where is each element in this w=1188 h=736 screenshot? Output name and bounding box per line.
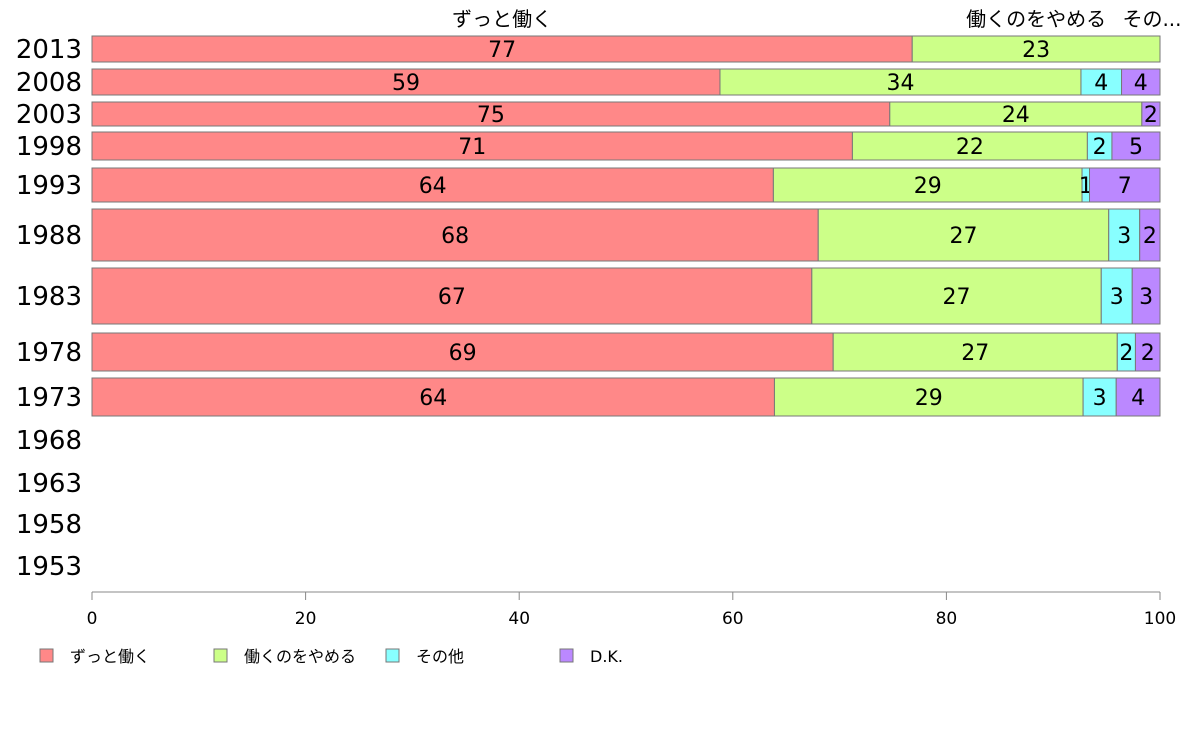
- bar-segment-1973-1: [91, 377, 775, 417]
- top-category-labels: ずっと働く 働くのをやめる その...: [452, 7, 1181, 31]
- data-label-2003-4: 2: [1144, 103, 1158, 128]
- data-label-1988-4: 2: [1143, 224, 1157, 249]
- top-label-2: 働くのをやめる: [966, 7, 1106, 31]
- legend-swatch-2: [213, 648, 228, 663]
- bar-segment-2003-4: [1141, 101, 1161, 127]
- bar-segment-2008-4: [1121, 68, 1161, 96]
- data-label-1988-1: 68: [441, 224, 469, 249]
- bar-segment-1983-3: [1100, 267, 1133, 325]
- bar-segment-1988-1: [91, 208, 819, 262]
- legend-label-1: ずっと働く: [70, 647, 150, 666]
- x-tick-label-60: 60: [722, 609, 744, 629]
- bar-segment-1978-4: [1134, 332, 1161, 372]
- data-label-2008-1: 59: [392, 71, 420, 96]
- year-label-1973: 1973: [16, 383, 82, 413]
- data-label-1993-1: 64: [419, 174, 447, 199]
- year-label-1958: 1958: [16, 510, 82, 540]
- data-label-2008-4: 4: [1134, 71, 1148, 96]
- data-label-1988-3: 3: [1117, 224, 1131, 249]
- data-label-1993-4: 7: [1118, 174, 1132, 199]
- data-label-2008-2: 34: [886, 71, 914, 96]
- legend-label-3: その他: [416, 647, 464, 666]
- bar-segment-1983-1: [91, 267, 813, 325]
- data-label-1978-1: 69: [449, 341, 477, 366]
- bar-segment-2003-1: [91, 101, 891, 127]
- bar-segment-1998-4: [1111, 131, 1161, 161]
- bar-segment-1998-2: [851, 131, 1088, 161]
- top-label-3: その...: [1122, 7, 1181, 31]
- data-label-1973-2: 29: [915, 386, 943, 411]
- data-label-1983-4: 3: [1139, 285, 1153, 310]
- data-label-2013-1: 77: [488, 38, 516, 63]
- bar-segment-2013-2: [911, 35, 1161, 63]
- legend-swatch-4: [559, 648, 574, 663]
- bar-segment-1998-1: [91, 131, 853, 161]
- data-label-1993-2: 29: [914, 174, 942, 199]
- bar-segment-1993-4: [1089, 167, 1161, 203]
- data-label-1973-4: 4: [1131, 386, 1145, 411]
- data-label-1978-3: 2: [1119, 341, 1133, 366]
- top-label-1: ずっと働く: [452, 7, 552, 31]
- bar-segment-1998-3: [1086, 131, 1113, 161]
- bar-segment-1988-4: [1139, 208, 1161, 262]
- year-label-1963: 1963: [16, 469, 82, 499]
- bar-segment-1973-2: [773, 377, 1084, 417]
- year-label-1968: 1968: [16, 426, 82, 456]
- data-label-1998-3: 2: [1093, 135, 1107, 160]
- bar-segment-1988-2: [817, 208, 1110, 262]
- data-label-1998-2: 22: [956, 135, 984, 160]
- year-label-1998: 1998: [16, 132, 82, 162]
- x-tick-label-40: 40: [508, 609, 530, 629]
- data-label-2013-2: 23: [1022, 38, 1050, 63]
- data-label-2008-3: 4: [1094, 71, 1108, 96]
- bar-segment-2008-1: [91, 68, 721, 96]
- data-label-1998-1: 71: [458, 135, 486, 160]
- bar-segment-1973-3: [1082, 377, 1117, 417]
- bar-segment-1993-1: [91, 167, 774, 203]
- x-axis: 0 20 40 60 80 100: [87, 591, 1176, 629]
- bar-segment-1983-4: [1131, 267, 1161, 325]
- year-label-1978: 1978: [16, 338, 82, 368]
- bar-segment-1983-2: [811, 267, 1102, 325]
- data-label-1988-2: 27: [949, 224, 977, 249]
- legend: ずっと働く 働くのをやめる その他 D.K.: [39, 647, 623, 666]
- year-label-2008: 2008: [16, 68, 82, 98]
- x-tick-label-80: 80: [936, 609, 958, 629]
- bar-segment-2003-2: [889, 101, 1143, 127]
- data-label-1983-2: 27: [943, 285, 971, 310]
- data-label-1978-2: 27: [961, 341, 989, 366]
- x-tick-label-20: 20: [295, 609, 317, 629]
- data-label-1983-3: 3: [1110, 285, 1124, 310]
- bar-segment-1978-1: [91, 332, 834, 372]
- data-label-1983-1: 67: [438, 285, 466, 310]
- year-label-1993: 1993: [16, 171, 82, 201]
- year-label-2013: 2013: [16, 35, 82, 65]
- legend-label-4: D.K.: [590, 647, 623, 666]
- legend-swatch-3: [385, 648, 400, 663]
- data-label-1973-1: 64: [419, 386, 447, 411]
- data-label-1978-4: 2: [1141, 341, 1155, 366]
- legend-swatch-1: [39, 648, 54, 663]
- x-tick-label-0: 0: [87, 609, 98, 629]
- data-label-1998-4: 5: [1129, 135, 1143, 160]
- bar-segment-1973-4: [1115, 377, 1161, 417]
- bar-segment-2008-3: [1080, 68, 1123, 96]
- legend-label-2: 働くのをやめる: [244, 647, 356, 666]
- year-label-1953: 1953: [16, 552, 82, 582]
- data-label-1973-3: 3: [1093, 386, 1107, 411]
- x-tick-label-100: 100: [1144, 609, 1176, 629]
- data-label-2003-1: 75: [477, 103, 505, 128]
- bar-segment-1978-2: [832, 332, 1118, 372]
- year-label-1983: 1983: [16, 282, 82, 312]
- year-label-2003: 2003: [16, 100, 82, 130]
- bar-segment-2013-1: [91, 35, 913, 63]
- year-label-1988: 1988: [16, 221, 82, 251]
- data-label-2003-2: 24: [1002, 103, 1030, 128]
- bar-segment-1993-2: [772, 167, 1083, 203]
